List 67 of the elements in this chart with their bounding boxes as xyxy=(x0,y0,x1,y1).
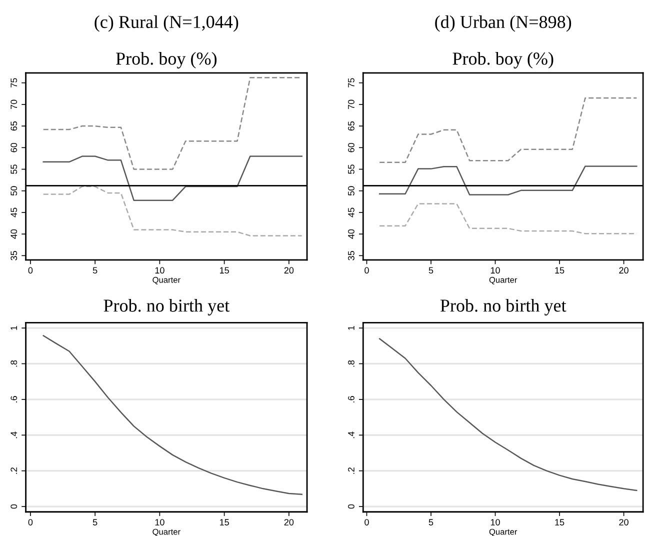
y-tick-label: 50 xyxy=(348,186,354,196)
y-tick-label: 75 xyxy=(10,78,18,88)
y-tick-label: 40 xyxy=(10,229,18,239)
y-tick-label: 45 xyxy=(348,208,354,218)
x-tick-label: 10 xyxy=(490,519,500,526)
x-tick-label: 15 xyxy=(555,519,564,526)
x-tick-label: 15 xyxy=(220,267,229,274)
x-tick-label: 15 xyxy=(220,519,229,526)
x-axis-title: Quarter xyxy=(152,528,180,536)
y-tick-label: 50 xyxy=(10,186,18,196)
y-tick-label: 35 xyxy=(10,250,18,260)
y-tick-label: 70 xyxy=(10,100,18,109)
x-tick-label: 5 xyxy=(92,519,98,526)
x-tick-label: 20 xyxy=(619,267,628,274)
x-tick-label: 10 xyxy=(155,519,164,526)
y-tick-label: .2 xyxy=(348,468,354,474)
y-tick-label: .6 xyxy=(10,396,18,402)
x-tick-label: 5 xyxy=(428,267,434,274)
x-tick-label: 20 xyxy=(284,519,294,526)
x-tick-label: 20 xyxy=(284,267,294,274)
y-tick-label: 65 xyxy=(10,121,18,131)
line-series xyxy=(42,335,302,496)
line-series xyxy=(378,166,638,196)
line-series xyxy=(42,156,302,201)
y-tick-label: 40 xyxy=(348,229,354,239)
y-tick-label: .4 xyxy=(10,432,17,438)
chart-subtitle: Prob. boy (%) xyxy=(452,52,554,68)
x-tick-label: 0 xyxy=(364,519,369,526)
x-axis-title: Quarter xyxy=(489,276,518,284)
y-tick-label: 45 xyxy=(10,208,18,218)
line-series xyxy=(378,97,638,163)
y-tick-label: .8 xyxy=(10,360,18,367)
line-series xyxy=(42,77,302,170)
y-tick-label: 60 xyxy=(348,142,354,152)
y-tick-label: 1 xyxy=(348,326,354,330)
chart-title: Prob. no birth yet xyxy=(440,299,566,316)
chart-title: Prob. no birth yet xyxy=(104,299,230,316)
y-tick-label: .6 xyxy=(348,396,354,402)
y-tick-label: 65 xyxy=(348,121,354,131)
x-tick-label: 15 xyxy=(555,267,564,274)
y-tick-label: .4 xyxy=(348,432,354,438)
chart-subtitle: Prob. boy (%) xyxy=(116,52,217,68)
line-series xyxy=(378,338,638,492)
x-tick-label: 0 xyxy=(28,267,33,274)
y-tick-label: 70 xyxy=(348,100,354,109)
y-tick-label: 55 xyxy=(348,164,354,174)
y-tick-label: 1 xyxy=(10,326,17,330)
x-tick-label: 20 xyxy=(619,519,628,526)
y-tick-label: .2 xyxy=(10,468,17,474)
y-tick-label: .8 xyxy=(348,360,354,367)
x-tick-label: 5 xyxy=(428,519,434,526)
x-axis-title: Quarter xyxy=(489,528,518,536)
line-series xyxy=(42,186,302,236)
y-tick-label: 75 xyxy=(348,78,354,88)
x-tick-label: 0 xyxy=(28,519,33,526)
y-tick-label: 0 xyxy=(10,504,18,509)
x-tick-label: 5 xyxy=(92,267,98,274)
x-tick-label: 0 xyxy=(364,267,369,274)
chart-title: (c) Rural (N=1,044) xyxy=(94,15,238,32)
y-tick-label: 0 xyxy=(348,504,354,509)
x-axis-title: Quarter xyxy=(152,276,180,284)
y-tick-label: 60 xyxy=(10,142,18,152)
x-tick-label: 10 xyxy=(490,267,500,274)
chart-title: (d) Urban (N=898) xyxy=(435,15,572,32)
y-tick-label: 35 xyxy=(348,250,354,260)
y-tick-label: 55 xyxy=(10,164,18,174)
x-tick-label: 10 xyxy=(155,267,164,274)
